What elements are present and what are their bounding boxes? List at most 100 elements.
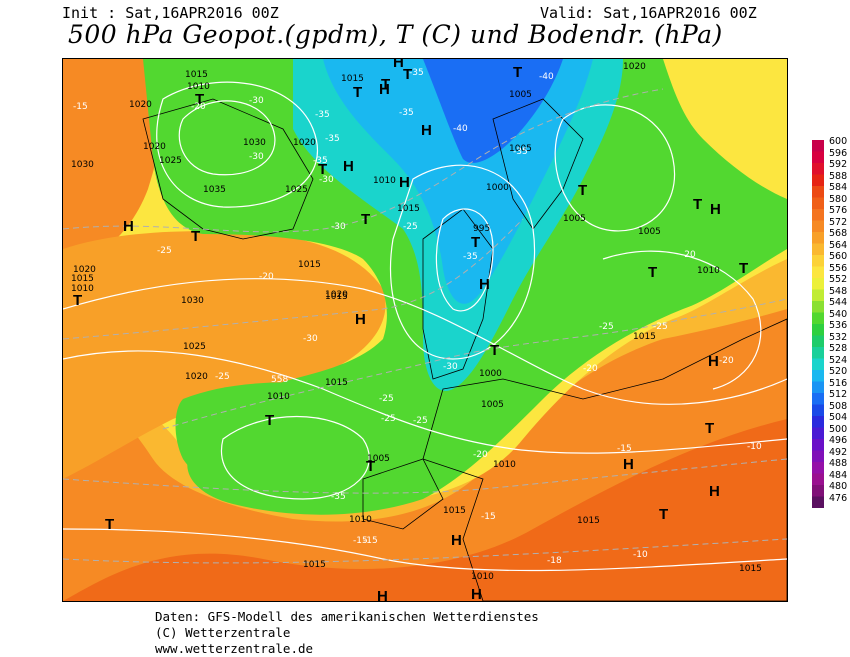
- cold-core-deep: [423, 59, 563, 163]
- isotherm-label: -30: [249, 96, 264, 106]
- colorbar-swatch: [812, 186, 824, 198]
- isobar-label: 1015: [325, 292, 348, 302]
- low-marker: T: [366, 458, 375, 475]
- isotherm-label: -25: [413, 416, 428, 426]
- high-marker: H: [708, 353, 719, 370]
- low-marker: T: [648, 264, 657, 281]
- colorbar-level-label: 564: [829, 239, 848, 251]
- isobar-label: -35: [315, 110, 330, 120]
- low-marker: T: [73, 292, 82, 309]
- isobar-label: 1015: [341, 74, 364, 84]
- colorbar-level-label: 580: [829, 193, 848, 205]
- colorbar-swatch: [812, 358, 824, 371]
- colorbar-level-label: 484: [829, 469, 848, 481]
- high-marker: H: [451, 532, 462, 549]
- isotherm-label: -15: [481, 512, 496, 522]
- high-marker: H: [377, 588, 388, 601]
- isobar-label: 1005: [367, 454, 390, 464]
- isobar-label: 1020: [143, 142, 166, 152]
- high-marker: H: [421, 122, 432, 139]
- colorbar-level-label: 528: [829, 343, 848, 354]
- colorbar-level-label: 596: [829, 147, 848, 159]
- isobar-label: 1020: [293, 138, 316, 148]
- colorbar-level-label: 600: [829, 136, 848, 147]
- colorbar-swatch: [812, 289, 824, 302]
- colorbar-level-label: 516: [829, 377, 848, 389]
- isobar-label: 1010: [493, 460, 516, 470]
- isotherm-label: -10: [747, 442, 762, 452]
- isotherm-label: -30: [319, 175, 334, 185]
- low-marker: T: [318, 161, 327, 178]
- height-label: 558: [271, 375, 288, 385]
- low-marker: T: [705, 420, 714, 437]
- isobar-label: 1015: [325, 378, 348, 388]
- isotherm-label: -15: [617, 444, 632, 454]
- isobar-label: 1005: [509, 144, 532, 154]
- colorbar-swatch: [812, 220, 824, 233]
- colorbar: [812, 140, 824, 508]
- colorbar-level-label: 480: [829, 481, 848, 492]
- isobar-label: 1015: [298, 260, 321, 270]
- isotherm-label: -25: [215, 372, 230, 382]
- isobar-label: 1010: [187, 82, 210, 92]
- colorbar-swatch: [812, 370, 824, 382]
- isobar-label: 1015: [443, 506, 466, 516]
- isotherm-label: -20: [191, 102, 206, 112]
- isotherm-label: -20: [583, 364, 598, 374]
- colorbar-swatch: [812, 393, 824, 405]
- colorbar-level-label: 508: [829, 400, 848, 412]
- colorbar-swatch: [812, 462, 824, 474]
- low-marker: T: [265, 412, 274, 429]
- isotherm-label: -30: [331, 222, 346, 232]
- colorbar-level-label: 496: [829, 435, 848, 446]
- isotherm-label: -25: [599, 322, 614, 332]
- high-marker: H: [343, 158, 354, 175]
- colorbar-swatch: [812, 243, 824, 256]
- isobars: [63, 81, 787, 572]
- colorbar-swatch: [812, 163, 824, 175]
- isotherm-label: -20: [259, 272, 274, 282]
- isotherm-label: -35: [399, 108, 414, 118]
- low-marker: T: [578, 182, 587, 199]
- low-marker: T: [471, 234, 480, 251]
- high-marker: H: [123, 218, 134, 235]
- isobar-label: 1010: [349, 515, 372, 525]
- colorbar-level-label: 520: [829, 366, 848, 377]
- colorbar-swatch: [812, 496, 824, 508]
- colorbar-swatch: [812, 335, 824, 348]
- isotherm-label: -35: [513, 147, 528, 157]
- colorbar-swatch: [812, 473, 824, 486]
- colorbar-level-label: 500: [829, 423, 848, 435]
- colorbar-swatch: [812, 450, 824, 463]
- isobar-label: 1010: [71, 284, 94, 294]
- isobar-label: 1020: [623, 62, 646, 72]
- colorbar-swatch: [812, 174, 824, 187]
- colorbar-swatch: [812, 278, 824, 290]
- low-marker: T: [361, 211, 370, 228]
- low-marker: T: [693, 196, 702, 213]
- colorbar-swatch: [812, 439, 824, 451]
- isobar-label: 1000: [486, 183, 509, 193]
- colorbar-level-label: 544: [829, 297, 848, 308]
- isotherm-label: -30: [249, 152, 264, 162]
- colorbar-swatch: [812, 301, 824, 313]
- isobar-label: 1015: [633, 332, 656, 342]
- colorbar-swatch: [812, 381, 824, 394]
- isobar-label: 1030: [71, 160, 94, 170]
- high-marker: H: [379, 81, 390, 98]
- colorbar-level-label: 588: [829, 170, 848, 182]
- colorbar-swatch: [812, 404, 824, 417]
- isobar-label: 1010: [471, 572, 494, 582]
- isobar-label: 1020: [73, 265, 96, 275]
- colorbar-swatch: [812, 324, 824, 336]
- isobar-label: 1025: [159, 156, 182, 166]
- isobar-label: 1025: [183, 342, 206, 352]
- colorbar-swatch: [812, 255, 824, 267]
- isobar-label: 1015: [185, 70, 208, 80]
- isobar-label: 1035: [203, 185, 226, 195]
- colorbar-level-label: 592: [829, 159, 848, 170]
- isotherm-label: -30: [303, 334, 318, 344]
- low-marker: T: [490, 342, 499, 359]
- isotherm-label: -35: [325, 134, 340, 144]
- isotherm-label: -35: [409, 68, 424, 78]
